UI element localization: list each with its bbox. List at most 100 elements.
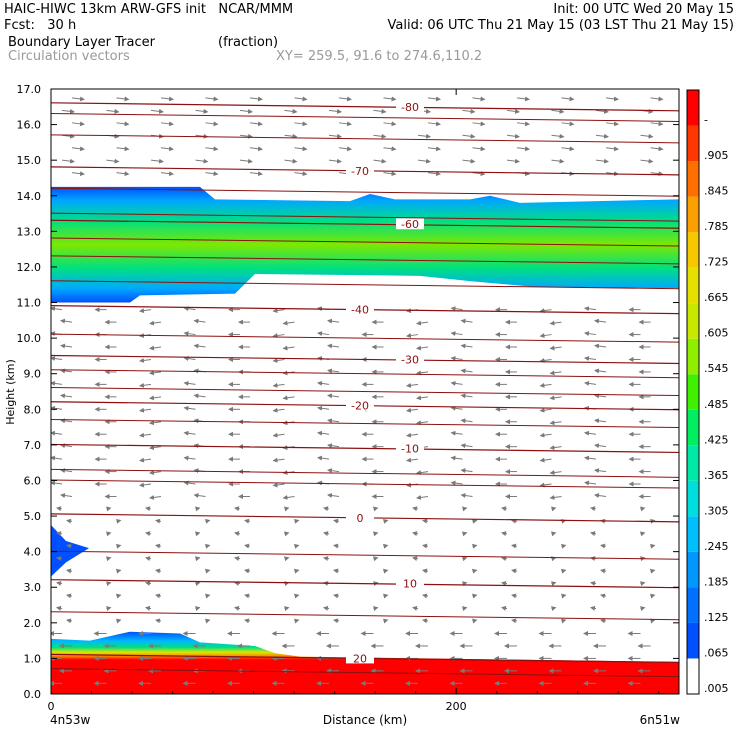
circulation-vector — [422, 618, 429, 624]
circulation-vector — [539, 357, 552, 363]
y-tick-label: 12.0 — [17, 261, 42, 274]
circulation-vector — [412, 605, 419, 611]
colorbar-swatch — [687, 374, 699, 410]
circulation-vector — [60, 393, 73, 399]
circulation-vector — [383, 96, 397, 102]
circulation-vector — [56, 556, 63, 562]
circulation-vector — [328, 108, 342, 114]
circulation-vector — [472, 146, 486, 152]
circulation-vector — [149, 494, 162, 500]
circulation-vector — [149, 420, 162, 426]
circulation-vector — [460, 418, 473, 424]
circulation-vector — [116, 568, 122, 574]
circulation-vector — [594, 368, 607, 374]
circulation-vector — [416, 320, 429, 326]
circulation-vector — [195, 158, 209, 164]
circulation-vector — [373, 158, 387, 164]
circulation-vector — [149, 370, 162, 376]
circulation-vector — [116, 593, 122, 599]
isotherm-line — [51, 550, 679, 560]
circulation-vector — [60, 443, 73, 449]
circulation-vector — [139, 308, 152, 314]
colorbar-swatch — [687, 232, 699, 268]
circulation-vector — [640, 531, 646, 537]
circulation-vector — [539, 432, 552, 438]
circulation-vector — [317, 405, 330, 411]
circulation-vector — [650, 121, 664, 127]
circulation-vector — [160, 121, 174, 127]
circulation-vector — [373, 606, 379, 611]
circulation-vector — [327, 493, 340, 499]
circulation-vector — [416, 395, 429, 401]
circulation-vector — [234, 531, 241, 537]
colorbar-label: .065 — [704, 646, 729, 659]
isotherm-label: -60 — [401, 218, 419, 231]
circulation-vector — [160, 96, 174, 102]
circulation-vector — [450, 405, 463, 411]
circulation-vector — [106, 531, 112, 537]
circulation-vector — [60, 418, 73, 424]
circulation-vector — [561, 593, 567, 599]
circulation-vector — [106, 556, 112, 562]
circulation-vector — [195, 606, 201, 611]
circulation-vector — [51, 380, 63, 386]
circulation-vector — [60, 368, 73, 374]
circulation-vector — [193, 493, 206, 499]
circulation-vector — [61, 108, 75, 114]
isotherm-line — [51, 237, 679, 247]
circulation-vector — [539, 407, 552, 413]
circulation-vector — [338, 146, 352, 152]
circulation-vector — [406, 333, 419, 338]
y-tick-label: 0.0 — [24, 688, 42, 701]
circulation-vector — [317, 380, 330, 386]
circulation-vector — [412, 506, 419, 512]
circulation-vector — [511, 568, 518, 574]
circulation-vector — [193, 393, 206, 399]
circulation-vector — [51, 306, 63, 312]
circulation-vector — [60, 493, 73, 499]
circulation-vector — [284, 531, 290, 537]
circulation-vector — [416, 470, 429, 476]
x-axis-label: Distance (km) — [323, 713, 407, 727]
colorbar-label: .305 — [704, 504, 729, 517]
circulation-vector — [294, 96, 308, 102]
isotherm-label-bg — [346, 303, 374, 315]
y-tick-label: 5.0 — [24, 510, 42, 523]
circulation-vector — [51, 480, 63, 486]
circulation-vector — [327, 443, 340, 449]
isotherm-line — [51, 219, 679, 229]
circulation-vector — [205, 568, 211, 574]
circulation-vector — [193, 318, 206, 324]
circulation-vector — [327, 368, 340, 374]
circulation-vector — [539, 333, 552, 338]
circulation-vector — [294, 568, 300, 574]
circulation-vector — [244, 593, 251, 599]
circulation-vector — [640, 133, 654, 139]
circulation-vector — [511, 593, 518, 599]
isotherm-line — [51, 468, 679, 478]
circulation-vector — [460, 318, 473, 324]
circulation-vector — [584, 380, 597, 386]
y-tick-label: 17.0 — [17, 83, 42, 96]
circulation-vector — [71, 121, 85, 127]
circulation-vector — [106, 158, 120, 164]
circulation-vector — [422, 518, 429, 524]
circulation-vector — [373, 531, 379, 537]
circulation-vector — [506, 108, 520, 114]
circulation-vector — [450, 380, 463, 386]
colorbar-label: .605 — [704, 327, 729, 340]
circulation-vector — [338, 121, 352, 127]
circulation-vector — [650, 618, 656, 624]
isotherm-label: -70 — [351, 165, 369, 178]
circulation-vector — [106, 606, 112, 611]
circulation-vector — [412, 531, 419, 537]
colorbar-swatch — [687, 658, 699, 694]
circulation-vector — [462, 606, 468, 611]
isotherm-line — [51, 255, 679, 265]
circulation-vector — [56, 506, 63, 512]
colorbar-label: .845 — [704, 185, 729, 198]
circulation-vector — [373, 556, 379, 562]
circulation-vector — [590, 506, 597, 512]
circulation-vector — [205, 171, 219, 177]
circulation-vector — [506, 158, 520, 164]
